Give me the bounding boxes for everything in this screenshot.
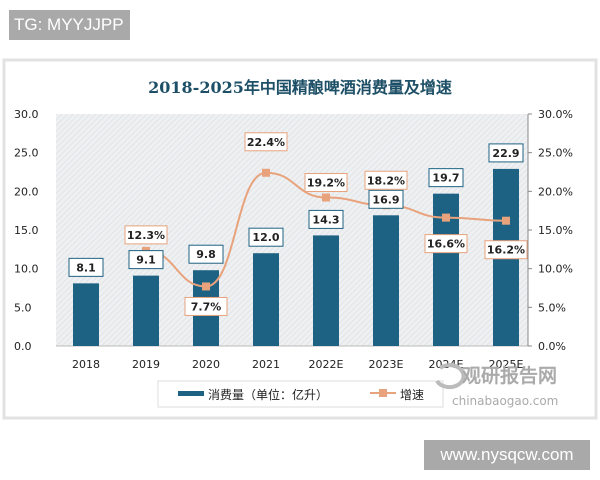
growth-data-label: 16.6% [424, 234, 468, 254]
growth-label-text: 19.2% [307, 177, 345, 190]
x-tick-label: 2018 [72, 358, 100, 371]
growth-data-label: 18.2% [364, 170, 408, 190]
left-tick-label: 5.0 [14, 301, 32, 314]
growth-label-box [244, 132, 288, 152]
watermark-bottom: www.nysqcw.com [424, 440, 590, 470]
right-tick-label: 10.0% [538, 263, 573, 276]
bar-data-label: 12.0 [248, 227, 284, 247]
logo-en: chinabaogao.com [452, 394, 558, 408]
growth-label-box [124, 225, 168, 245]
growth-data-label: 12.3% [124, 225, 168, 245]
legend: 消费量（单位：亿升） 增速 [157, 380, 444, 408]
right-tick-label: 0.0% [538, 340, 566, 353]
source-logo: 观研报告网 chinabaogao.com [435, 363, 558, 408]
bar-label-text: 22.9 [492, 147, 519, 160]
chart-title: 2018-2025年中国精酿啤酒消费量及增速 [148, 78, 452, 97]
growth-marker [322, 193, 330, 202]
growth-label-text: 7.7% [191, 300, 222, 313]
legend-bar-label: 消费量（单位：亿升） [208, 387, 328, 402]
growth-label-box [364, 170, 408, 190]
bar-label-box [368, 189, 404, 209]
bar-label-box [68, 257, 104, 277]
growth-data-label: 22.4% [244, 132, 288, 152]
growth-label-text: 18.2% [367, 174, 405, 187]
bar-label-text: 9.8 [196, 248, 216, 261]
growth-label-text: 22.4% [247, 136, 285, 149]
bar-label-text: 8.1 [76, 261, 96, 274]
watermark-top: TG: MYYJJPP [9, 10, 130, 40]
right-tick-label: 5.0% [538, 301, 566, 314]
growth-label-box [304, 173, 348, 193]
bar [253, 253, 279, 346]
bar-label-text: 16.9 [372, 193, 399, 206]
bar-label-text: 19.7 [432, 172, 459, 185]
left-tick-label: 10.0 [14, 263, 39, 276]
bar-data-label: 22.9 [488, 143, 524, 163]
growth-label-text: 12.3% [127, 229, 165, 242]
left-tick-label: 20.0 [14, 185, 39, 198]
x-tick-label: 2023E [369, 358, 404, 371]
logo-swoosh-icon [435, 363, 466, 390]
growth-data-label: 7.7% [184, 296, 228, 316]
x-tick-label: 2022E [309, 358, 344, 371]
bar [133, 275, 159, 346]
legend-bar-swatch [178, 391, 204, 396]
left-tick-label: 0.0 [14, 340, 32, 353]
legend-line-marker [379, 389, 387, 397]
bar-label-box [188, 244, 224, 264]
bar-label-text: 9.1 [136, 254, 156, 267]
growth-data-label: 16.2% [484, 240, 528, 260]
bar-label-text: 12.0 [252, 231, 279, 244]
bar-label-box [128, 250, 164, 270]
left-tick-label: 30.0 [14, 108, 39, 121]
bar-data-label: 8.1 [68, 257, 104, 277]
bar-label-box [308, 209, 344, 229]
growth-marker [202, 282, 210, 291]
right-tick-label: 30.0% [538, 108, 573, 121]
growth-label-box [484, 240, 528, 260]
bar-data-label: 9.8 [188, 244, 224, 264]
x-tick-label: 2021 [252, 358, 280, 371]
bar-data-label: 19.7 [428, 168, 464, 188]
bar-label-box [488, 143, 524, 163]
bar [373, 215, 399, 346]
x-tick-label: 2020 [192, 358, 220, 371]
growth-label-text: 16.6% [427, 238, 465, 251]
right-tick-label: 20.0% [538, 185, 573, 198]
bar [313, 235, 339, 346]
growth-marker [442, 213, 450, 222]
x-tick-label: 2019 [132, 358, 160, 371]
left-tick-label: 15.0 [14, 224, 39, 237]
growth-marker [262, 168, 270, 177]
bar-data-label: 9.1 [128, 250, 164, 270]
bar-label-box [428, 168, 464, 188]
bar-data-label: 14.3 [308, 209, 344, 229]
bar-data-label: 16.9 [368, 189, 404, 209]
bar-label-box [248, 227, 284, 247]
growth-data-label: 19.2% [304, 173, 348, 193]
left-tick-label: 25.0 [14, 147, 39, 160]
bar [73, 283, 99, 346]
growth-label-box [424, 234, 468, 254]
legend-line-label: 增速 [400, 388, 424, 402]
growth-marker [502, 216, 510, 225]
x-tick-label: 2025E [489, 358, 524, 371]
right-tick-label: 25.0% [538, 147, 573, 160]
logo-cn: 观研报告网 [462, 364, 557, 387]
growth-label-box [184, 296, 228, 316]
growth-label-text: 16.2% [487, 244, 525, 257]
right-tick-label: 15.0% [538, 224, 573, 237]
bar-label-text: 14.3 [312, 213, 339, 226]
